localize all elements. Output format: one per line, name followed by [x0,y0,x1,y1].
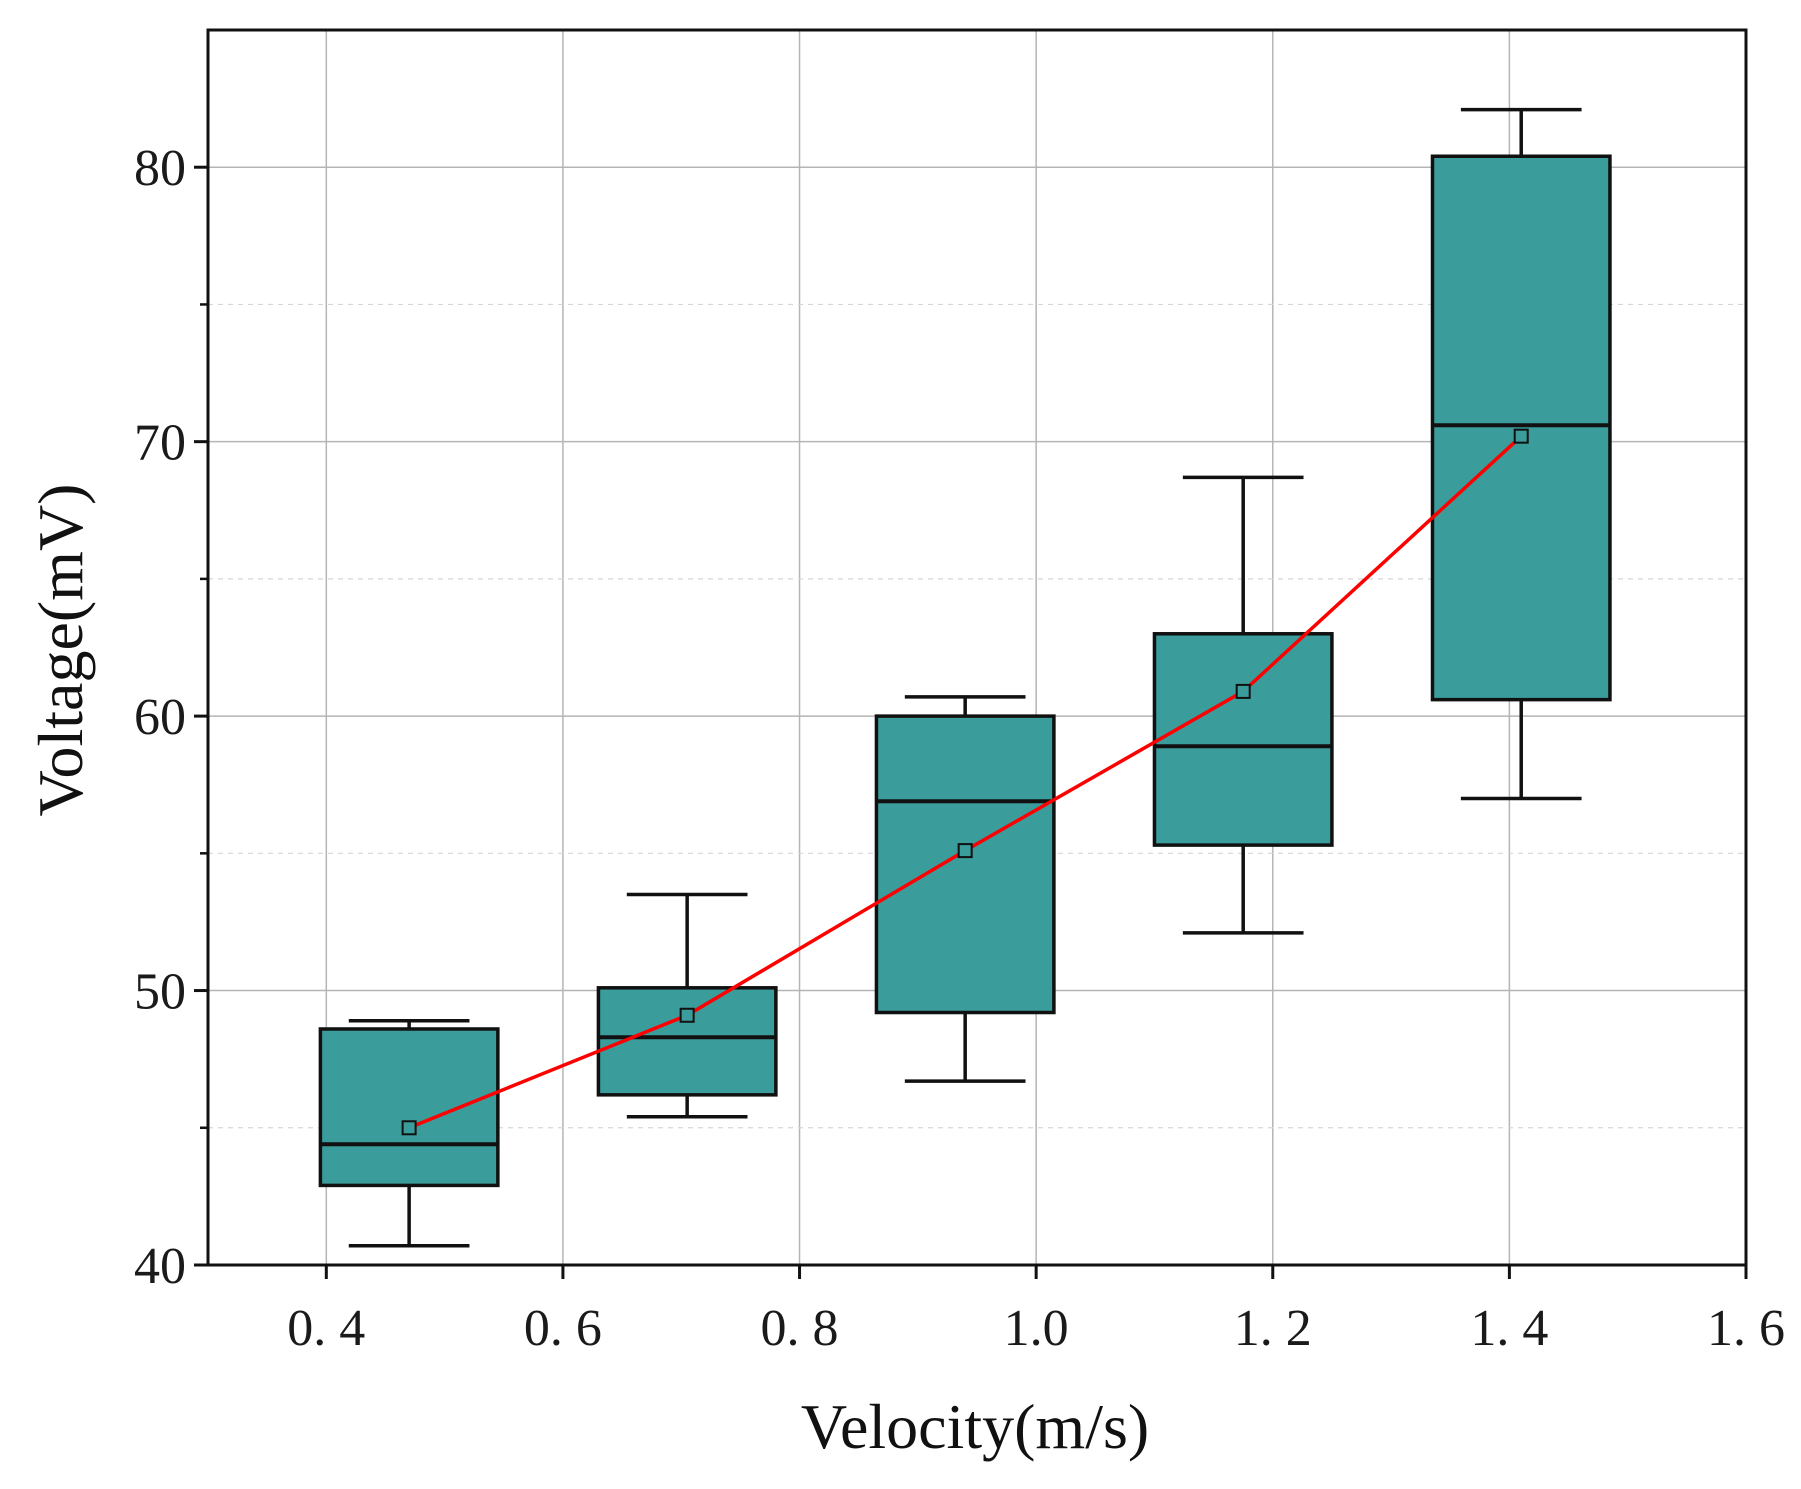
x-tick-label: 0. 6 [524,1300,602,1357]
box-5 [1430,107,1612,801]
box-body [874,714,1056,1015]
mean-marker-1 [401,1120,417,1136]
x-tick-label: 1. 4 [1470,1300,1548,1357]
x-tick-label: 1. 2 [1234,1300,1312,1357]
x-tick-label: 1. 6 [1707,1300,1785,1357]
x-tick-label: 1.0 [1004,1300,1069,1357]
y-tick-label: 60 [134,689,186,746]
axis-layer [194,28,1748,1279]
y-tick-label: 70 [134,415,186,472]
box-1 [318,1018,500,1248]
box-2 [596,892,778,1119]
plot-frame [206,28,1748,1267]
x-tick-label: 0. 8 [761,1300,839,1357]
y-axis-title: Voltage(mV) [25,484,96,817]
mean-marker-2 [679,1007,695,1023]
mean-line-layer [401,428,1529,1136]
box-body [596,986,778,1097]
box-layer [318,107,1612,1248]
y-tick-label: 40 [134,1238,186,1295]
y-tick-label: 80 [134,140,186,197]
tick-label-layer: 0. 4 0. 6 0. 8 1.0 1. 2 1. 4 1. 6 40 50 60 70 80 [134,140,1785,1357]
box-4 [1152,475,1334,935]
mean-marker-3 [957,843,973,859]
box-body [1430,154,1612,702]
x-tick-label: 0. 4 [287,1300,365,1357]
box-body [1152,632,1334,847]
box-3 [874,695,1056,1083]
y-tick-label: 50 [134,964,186,1021]
mean-marker-4 [1235,683,1251,699]
x-axis-title: Velocity(m/s) [801,1391,1149,1462]
box-body [318,1027,500,1188]
mean-marker-5 [1513,428,1529,444]
